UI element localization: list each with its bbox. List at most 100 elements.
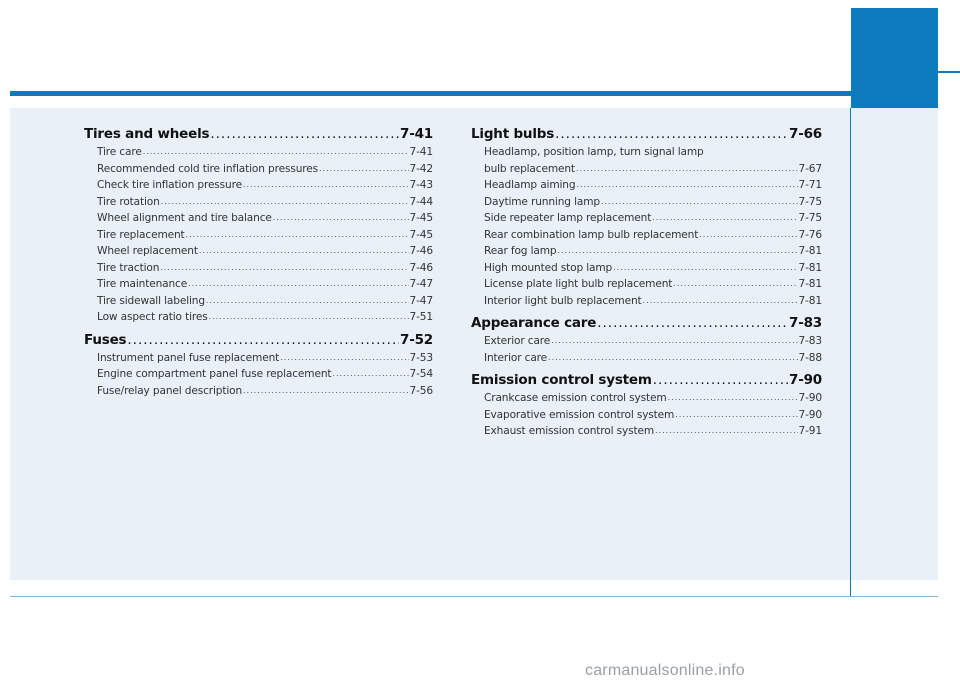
toc-entry-title: Headlamp aiming [484, 179, 576, 191]
toc-entry-title: Check tire inflation pressure [97, 179, 242, 191]
dot-leader [243, 177, 409, 194]
toc-entry[interactable]: Instrument panel fuse replacement 7-53 [84, 350, 433, 367]
toc-page-number: 7-90 [789, 372, 822, 388]
toc-page-number: 7-90 [798, 392, 823, 404]
toc-entry[interactable]: Engine compartment panel fuse replacemen… [84, 366, 433, 383]
dot-leader [161, 194, 409, 211]
toc-page-number: 7-75 [798, 212, 823, 224]
toc-entry-title: Tire replacement [97, 228, 185, 241]
toc-page-number: 7-67 [798, 162, 823, 175]
toc-page-number: 7-42 [409, 162, 434, 175]
toc-page-number: 7-54 [409, 368, 434, 380]
dot-leader [273, 210, 409, 227]
toc-entry-title: Light bulbs [471, 126, 555, 142]
toc-page-number: 7-81 [798, 294, 823, 307]
toc-entry[interactable]: Tire sidewall labeling 7-47 [84, 293, 433, 310]
toc-page-number: 7-46 [409, 261, 434, 274]
dot-leader [143, 144, 409, 161]
toc-entry-title: Low aspect ratio tires [97, 311, 208, 323]
toc-entry-title: Emission control system [471, 372, 652, 388]
toc-entry[interactable]: Headlamp aiming 7-71 [471, 177, 822, 194]
toc-section-heading[interactable]: Fuses 7-52 [84, 330, 433, 350]
toc-entry[interactable]: Side repeater lamp replacement 7-75 [471, 210, 822, 227]
toc-entry[interactable]: Tire maintenance 7-47 [84, 276, 433, 293]
toc-entry-title: Exterior care [484, 335, 551, 347]
toc-entry-title: Tire rotation [97, 195, 160, 208]
toc-entry-title: Wheel replacement [97, 245, 198, 257]
dot-leader [188, 276, 408, 293]
toc-entry-title: Engine compartment panel fuse replacemen… [97, 368, 332, 380]
toc-entry[interactable]: Interior light bulb replacement 7-81 [471, 293, 822, 310]
toc-entry[interactable]: Wheel alignment and tire balance 7-45 [84, 210, 433, 227]
toc-entry[interactable]: Tire replacement 7-45 [84, 227, 433, 244]
toc-entry[interactable]: High mounted stop lamp 7-81 [471, 260, 822, 277]
toc-entry[interactable]: bulb replacement 7-67 [471, 161, 822, 178]
toc-entry[interactable]: Evaporative emission control system 7-90 [471, 407, 822, 424]
toc-page-number: 7-56 [409, 384, 434, 397]
toc-section-heading[interactable]: Emission control system 7-90 [471, 370, 822, 390]
toc-page-number: 7-44 [409, 195, 434, 208]
dot-leader [209, 309, 409, 326]
toc-entry[interactable]: Interior care 7-88 [471, 350, 822, 367]
toc-section-heading[interactable]: Tires and wheels 7-41 [84, 124, 433, 144]
toc-entry-title: bulb replacement [484, 162, 575, 175]
toc-entry[interactable]: Crankcase emission control system 7-90 [471, 390, 822, 407]
toc-page-number: 7-46 [409, 245, 434, 257]
dot-leader [576, 177, 797, 194]
chapter-tab-block [851, 8, 938, 108]
toc-entry[interactable]: Daytime running lamp 7-75 [471, 194, 822, 211]
toc-page-number: 7-81 [798, 245, 823, 257]
header-rule [10, 91, 851, 96]
footer-rule [10, 596, 938, 597]
dot-leader [655, 423, 798, 440]
toc-entry[interactable]: Rear combination lamp bulb replacement 7… [471, 227, 822, 244]
toc-page-number: 7-47 [409, 294, 434, 307]
toc-entry-title: Evaporative emission control system [484, 408, 675, 421]
dot-leader [280, 350, 408, 367]
dot-leader [643, 293, 798, 310]
dot-leader [551, 333, 797, 350]
dot-leader [668, 390, 798, 407]
toc-entry[interactable]: Tire rotation 7-44 [84, 194, 433, 211]
toc-entry[interactable]: Rear fog lamp 7-81 [471, 243, 822, 260]
toc-page-number: 7-41 [400, 126, 433, 142]
toc-left-column: Tires and wheels 7-41 Tire care 7-41 Recomme… [84, 124, 433, 399]
toc-entry-title: Tires and wheels [84, 126, 210, 142]
toc-page-number: 7-88 [798, 351, 823, 364]
dot-leader [332, 366, 408, 383]
toc-entry[interactable]: Recommended cold tire inflation pressure… [84, 161, 433, 178]
toc-entry[interactable]: Fuse/relay panel description 7-56 [84, 383, 433, 400]
toc-entry-title: Crankcase emission control system [484, 392, 667, 404]
toc-entry-title: Tire maintenance [97, 278, 188, 290]
dot-leader [675, 407, 797, 424]
toc-entry-title: Tire sidewall labeling [97, 294, 205, 307]
toc-right-column: Light bulbs 7-66 Headlamp, position lamp, … [471, 124, 822, 440]
dot-leader [653, 370, 788, 390]
toc-page-number: 7-83 [789, 315, 822, 331]
dot-leader [597, 313, 788, 333]
margin-line [850, 108, 851, 596]
dot-leader [576, 161, 798, 178]
toc-entry-line: Headlamp, position lamp, turn signal lam… [484, 146, 704, 158]
toc-entry[interactable]: Tire care 7-41 [84, 144, 433, 161]
toc-page-number: 7-76 [798, 228, 823, 241]
toc-entry-title: High mounted stop lamp [484, 261, 613, 274]
toc-page-number: 7-47 [409, 278, 434, 290]
toc-entry[interactable]: Exhaust emission control system 7-91 [471, 423, 822, 440]
toc-entry[interactable]: Check tire inflation pressure 7-43 [84, 177, 433, 194]
toc-entry[interactable]: License plate light bulb replacement 7-8… [471, 276, 822, 293]
toc-section-heading[interactable]: Appearance care 7-83 [471, 313, 822, 333]
toc-page-number: 7-51 [409, 311, 434, 323]
toc-page-number: 7-90 [798, 408, 823, 421]
toc-entry[interactable]: Wheel replacement 7-46 [84, 243, 433, 260]
toc-entry[interactable]: Low aspect ratio tires 7-51 [84, 309, 433, 326]
dot-leader [210, 124, 399, 144]
toc-section-heading[interactable]: Light bulbs 7-66 [471, 124, 822, 144]
dot-leader [699, 227, 797, 244]
dot-leader [243, 383, 409, 400]
dot-leader [186, 227, 409, 244]
toc-entry[interactable]: Exterior care 7-83 [471, 333, 822, 350]
toc-entry[interactable]: Tire traction 7-46 [84, 260, 433, 277]
toc-entry-title: Rear combination lamp bulb replacement [484, 228, 699, 241]
dot-leader [127, 330, 399, 350]
